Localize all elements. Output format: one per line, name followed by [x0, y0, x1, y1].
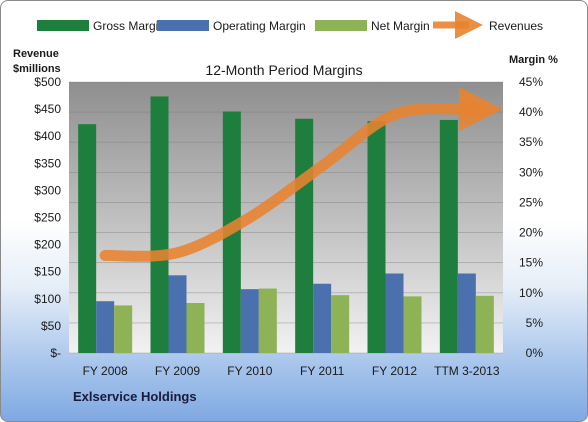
right-tick-label: 25% — [519, 195, 543, 209]
bar-gross-margin — [295, 118, 314, 353]
revenue-arrow — [99, 87, 503, 262]
legend: Gross Margin Operating Margin Net Margin Re… — [37, 11, 543, 39]
right-tick-label: 15% — [519, 256, 543, 270]
left-tick-label: $50 — [41, 319, 61, 333]
right-tick-label: 10% — [519, 286, 543, 300]
bar-net-margin — [331, 295, 350, 353]
bar-net-margin — [186, 303, 205, 353]
bar-operating-margin — [168, 275, 187, 353]
x-category-label: FY 2010 — [227, 364, 272, 378]
bar-operating-margin — [385, 273, 404, 353]
x-category-label: FY 2011 — [300, 364, 345, 378]
left-tick-label: $250 — [34, 211, 61, 225]
right-tick-label: 45% — [519, 75, 543, 89]
legend-swatch-net-margin — [315, 20, 367, 31]
bar-gross-margin — [367, 121, 386, 354]
left-tick-label: $100 — [34, 292, 61, 306]
x-category-label: FY 2008 — [83, 364, 128, 378]
legend-label: Gross Margin — [93, 19, 165, 33]
right-tick-label: 35% — [519, 135, 543, 149]
right-tick-label: 20% — [519, 226, 543, 240]
left-tick-label: $150 — [34, 265, 61, 279]
left-axis-label-line1: Revenue — [13, 48, 59, 60]
right-axis-label: Margin % — [509, 54, 558, 66]
chart-title: 12-Month Period Margins — [205, 62, 362, 78]
left-tick-label: $400 — [34, 129, 61, 143]
bar-net-margin — [403, 296, 422, 353]
x-category-label: FY 2012 — [372, 364, 417, 378]
x-axis-categories: FY 2008 FY 2009 FY 2010 FY 2011 FY 2012 TTM 3… — [83, 364, 500, 378]
left-axis-label-line2: $millions — [13, 63, 61, 75]
x-category-label: FY 2009 — [155, 364, 200, 378]
left-tick-label: $500 — [34, 75, 61, 89]
bar-operating-margin — [240, 289, 259, 353]
left-tick-label: $300 — [34, 183, 61, 197]
bar-net-margin — [475, 295, 494, 353]
bar-net-margin — [258, 288, 277, 353]
bar-operating-margin — [96, 301, 115, 353]
plot-area — [69, 82, 503, 353]
right-tick-label: 40% — [519, 105, 543, 119]
bar-operating-margin — [313, 283, 332, 353]
bar-operating-margin — [457, 273, 476, 353]
legend-label: Operating Margin — [213, 19, 306, 33]
bar-gross-margin — [150, 96, 169, 353]
legend-label: Revenues — [489, 19, 543, 33]
right-tick-label: 5% — [526, 316, 544, 330]
bar-series — [78, 96, 494, 354]
legend-swatch-operating-margin — [157, 20, 209, 31]
company-name: Exlservice Holdings — [73, 389, 197, 404]
legend-label: Net Margin — [371, 19, 430, 33]
legend-swatch-gross-margin — [37, 20, 89, 31]
left-tick-label: $- — [50, 346, 61, 360]
left-tick-label: $350 — [34, 156, 61, 170]
gridlines — [69, 81, 503, 354]
left-tick-label: $450 — [34, 102, 61, 116]
left-axis-ticks: $- $50 $100 $150 $200 $250 $300 $350 $400 $450 $50… — [34, 75, 61, 360]
bar-net-margin — [114, 305, 133, 353]
right-axis-ticks: 0% 5% 10% 15% 20% 25% 30% 35% 40% 45% — [519, 75, 543, 360]
bar-gross-margin — [78, 124, 97, 354]
right-tick-label: 0% — [526, 346, 544, 360]
revenue-line — [99, 87, 503, 262]
right-tick-label: 30% — [519, 165, 543, 179]
x-category-label: TTM 3-2013 — [434, 364, 500, 378]
left-tick-label: $200 — [34, 238, 61, 252]
bar-gross-margin — [439, 119, 458, 353]
